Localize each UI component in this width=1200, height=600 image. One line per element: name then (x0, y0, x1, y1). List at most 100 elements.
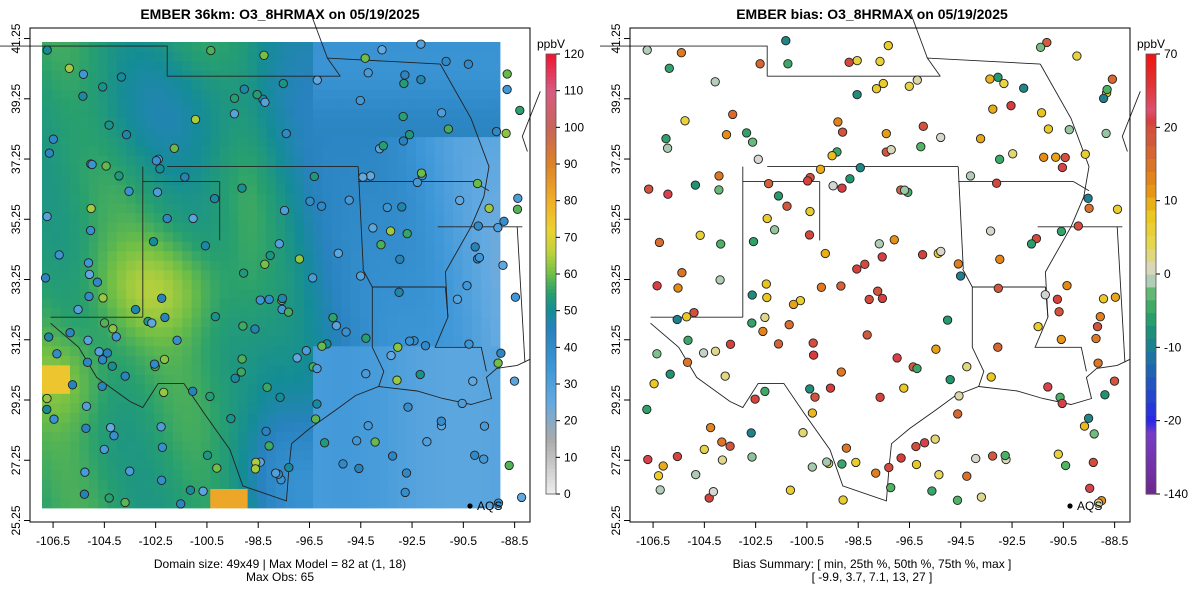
grid-cell (415, 61, 426, 71)
grid-cell (397, 184, 407, 195)
bias-site-marker (804, 230, 815, 240)
grid-cell (453, 222, 464, 233)
y-tick-label: 41.25 (9, 23, 23, 53)
colorbar-segment (1146, 440, 1156, 443)
grid-cell (397, 317, 407, 328)
grid-cell (154, 336, 164, 347)
grid-cell (256, 222, 267, 233)
grid-cell (79, 251, 90, 262)
grid-cell (481, 469, 492, 480)
grid-cell (369, 412, 379, 423)
grid-cell (322, 403, 333, 414)
grid-cell (98, 42, 108, 52)
grid-cell (331, 393, 342, 404)
bias-site-marker (1042, 37, 1052, 48)
grid-cell (331, 42, 342, 52)
grid-cell (191, 317, 202, 328)
grid-cell (116, 403, 127, 414)
grid-cell (135, 260, 146, 271)
grid-cell (135, 127, 146, 138)
aqs-site-marker (130, 304, 141, 315)
grid-cell (378, 270, 389, 281)
grid-cell (256, 137, 267, 148)
bias-site-marker (750, 394, 760, 404)
grid-cell (126, 460, 136, 471)
grid-cell (294, 203, 305, 214)
grid-cell (144, 412, 155, 423)
grid-cell (453, 412, 464, 423)
grid-cell (359, 156, 370, 167)
grid-cell (88, 127, 99, 138)
bias-site-marker (654, 237, 665, 248)
grid-cell (322, 51, 333, 62)
grid-cell (182, 260, 192, 271)
grid-cell (60, 355, 71, 366)
colorbar-segment (546, 252, 556, 257)
aqs-site-marker (274, 239, 284, 249)
grid-cell (182, 146, 192, 157)
aqs-site-marker (479, 454, 489, 464)
grid-cell (88, 241, 99, 252)
grid-cell (443, 213, 454, 224)
grid-cell (397, 165, 407, 176)
colorbar-segment (1146, 441, 1156, 444)
bias-site-marker (904, 81, 914, 91)
grid-cell (359, 317, 370, 328)
grid-cell (453, 365, 464, 376)
grid-cell (144, 488, 155, 499)
grid-cell (256, 156, 267, 167)
grid-cell (462, 498, 473, 509)
colorbar-segment (1146, 132, 1156, 147)
colorbar-segment (546, 94, 556, 99)
colorbar-segment (1146, 171, 1156, 185)
grid-cell (182, 488, 192, 499)
grid-cell (294, 118, 305, 128)
grid-cell (453, 137, 464, 148)
grid-cell (126, 488, 136, 499)
grid-cell (107, 70, 118, 81)
grid-cell (359, 99, 370, 109)
grid-cell (378, 70, 389, 81)
bias-site-marker (827, 151, 837, 161)
aqs-site-marker (108, 324, 118, 334)
grid-cell (406, 80, 417, 90)
bias-site-marker (644, 184, 654, 194)
grid-cell (303, 251, 314, 262)
grid-cell (163, 146, 174, 157)
aqs-site-marker (377, 45, 387, 55)
aqs-site-marker (402, 228, 412, 239)
colorbar-segment (1146, 459, 1156, 462)
grid-cell (163, 488, 174, 499)
grid-cell (200, 374, 211, 385)
grid-cell (378, 450, 389, 461)
grid-cell (154, 460, 164, 471)
y-tick-label: 27.25 (609, 445, 623, 475)
aqs-site-marker (516, 492, 527, 503)
bias-site-marker (748, 236, 759, 247)
grid-cell (481, 336, 492, 347)
grid-cell (359, 403, 370, 414)
grid-cell (425, 412, 435, 423)
grid-cell (116, 374, 127, 385)
grid-cell (406, 203, 417, 214)
grid-cell (490, 365, 501, 376)
grid-cell (266, 80, 277, 90)
grid-cell (135, 137, 146, 148)
grid-cell (172, 51, 183, 62)
bias-site-marker (807, 408, 818, 418)
grid-cell (350, 108, 361, 119)
aqs-site-marker (515, 105, 525, 116)
x-tick-label: -100.5 (190, 534, 224, 548)
grid-cell (471, 156, 482, 167)
grid-cell (182, 51, 192, 62)
grid-cell (256, 213, 267, 224)
colorbar-segment (546, 475, 556, 480)
grid-cell (322, 469, 333, 480)
grid-cell (322, 184, 333, 195)
grid-cell (163, 441, 174, 452)
grid-cell (490, 317, 501, 328)
grid-cell (144, 232, 155, 243)
grid-cell (285, 137, 295, 148)
grid-cell (322, 488, 333, 499)
grid-cell (228, 422, 239, 433)
